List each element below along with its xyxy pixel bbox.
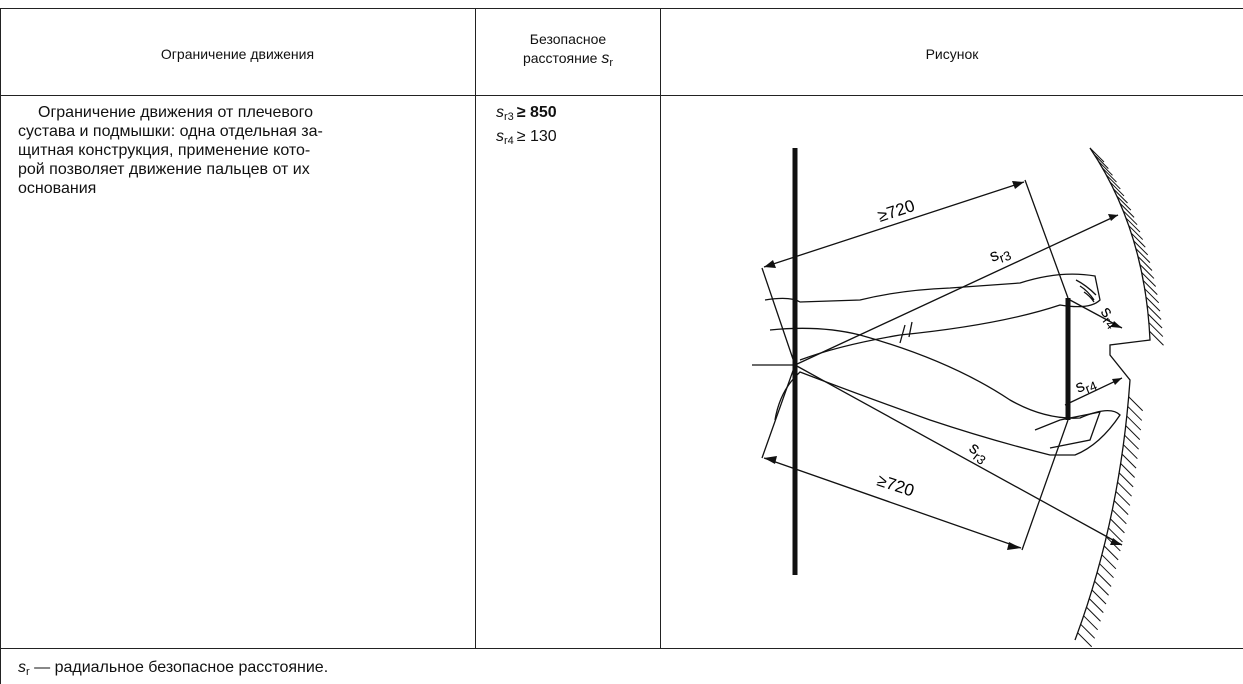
hatch-line	[1086, 606, 1101, 622]
hatch-line	[1122, 210, 1138, 226]
subscript: r4	[1083, 378, 1099, 396]
description-line: сустава и подмышки: одна отдельная за-	[18, 123, 323, 140]
hatch-line	[1083, 615, 1099, 631]
symbol: s	[496, 104, 504, 121]
hatch-line	[1128, 225, 1144, 240]
hatch-line	[1145, 296, 1161, 312]
subscript: r	[26, 666, 30, 678]
hatch-line	[1103, 545, 1119, 561]
figure-label: sr3	[964, 438, 993, 468]
hatch-line	[1149, 330, 1164, 346]
hatch-line	[1099, 563, 1114, 579]
hatch-line	[1125, 425, 1141, 441]
hatch-line	[1133, 240, 1149, 256]
hatch-line	[1130, 232, 1146, 248]
hatch-line	[1116, 195, 1132, 211]
description-line: основания	[18, 180, 97, 197]
hatch-line	[1147, 313, 1163, 329]
hatch-line	[1137, 256, 1153, 271]
subscript: r3	[997, 248, 1013, 266]
distances: sr3 ≥ 850 sr4 ≥ 130	[496, 103, 656, 151]
table-border	[0, 648, 1243, 649]
header-line: Безопасное	[529, 31, 607, 47]
hatch-line	[1125, 217, 1141, 233]
table-border	[0, 8, 1243, 9]
distance: sr3 ≥ 850	[496, 103, 656, 127]
description-line: щитная конструкция, применение кото-	[18, 142, 311, 159]
hatch-line	[1126, 415, 1142, 431]
hatch-line	[1139, 264, 1155, 279]
description-line: Ограничение движения от плечевого	[38, 104, 313, 121]
drawing	[752, 147, 1151, 641]
hatch-line	[1096, 572, 1112, 587]
symbol: s	[18, 659, 26, 676]
hatch-line	[1135, 248, 1151, 263]
hatch-line	[1127, 406, 1143, 421]
hatch-line	[1118, 472, 1134, 488]
hatch-line	[1080, 623, 1096, 639]
hatch-line	[1115, 491, 1131, 506]
hatch-line	[1146, 305, 1162, 320]
hatch-line	[1121, 453, 1137, 469]
hatching	[1077, 147, 1164, 648]
description: Ограничение движения от плечевого сустава…	[18, 103, 468, 198]
hatch-line	[1089, 147, 1105, 163]
footer: sr — радиальное безопасное расстояние.	[18, 658, 328, 682]
hatch-line	[1077, 632, 1093, 648]
hatch-line	[1098, 160, 1113, 176]
hatch-line	[1128, 396, 1144, 412]
symbol: s	[496, 128, 504, 145]
distance: sr4 ≥ 130	[496, 127, 656, 151]
hatch-line	[1094, 580, 1109, 596]
subscript: r	[609, 57, 614, 69]
header-cell: Ограничение движения	[160, 46, 315, 62]
table-border	[0, 8, 1, 684]
description-line: рой позволяет движение пальцев от их	[18, 161, 310, 178]
figure-label: sr3	[987, 241, 1013, 269]
header-cell: Рисунок	[925, 46, 979, 62]
table-border	[0, 95, 1243, 96]
hatch-line	[1101, 554, 1117, 570]
arrowheads	[764, 181, 1122, 550]
hatch-line	[1144, 288, 1160, 304]
hatch-line	[1141, 272, 1157, 287]
hatch-line	[1105, 174, 1121, 190]
hatch-line	[1142, 280, 1158, 295]
hatch-line	[1113, 188, 1128, 204]
header-text: расстояние	[522, 50, 598, 66]
subscript: r4	[504, 135, 514, 147]
hatch-line	[1119, 202, 1135, 218]
hatch-line	[1110, 518, 1125, 534]
header-line: расстояние sr	[476, 49, 660, 73]
hatch-line	[1117, 481, 1132, 497]
hatch-line	[1108, 527, 1123, 543]
hatch-line	[1109, 181, 1125, 197]
figure-label: ≥720	[875, 196, 917, 226]
hatch-line	[1113, 500, 1129, 515]
header-cell: Безопасное расстояние sr	[476, 30, 660, 73]
hatch-line	[1093, 154, 1109, 169]
hatch-line	[1120, 463, 1135, 478]
value: ≥ 130	[516, 128, 557, 145]
subscript: r3	[504, 111, 514, 123]
hatch-line	[1088, 598, 1104, 613]
hatch-line	[1091, 589, 1107, 605]
figure-label: ≥720	[875, 471, 917, 501]
table-border	[475, 8, 476, 648]
hatch-line	[1102, 167, 1117, 183]
hatch-line	[1123, 444, 1138, 460]
hatch-line	[1148, 322, 1164, 337]
hatch-line	[1124, 434, 1139, 450]
hatch-line	[1111, 509, 1127, 525]
footer-text: — радиальное безопасное расстояние.	[29, 659, 329, 676]
value: ≥ 850	[516, 104, 557, 121]
table-border	[660, 8, 661, 648]
symbol: s	[601, 50, 610, 67]
